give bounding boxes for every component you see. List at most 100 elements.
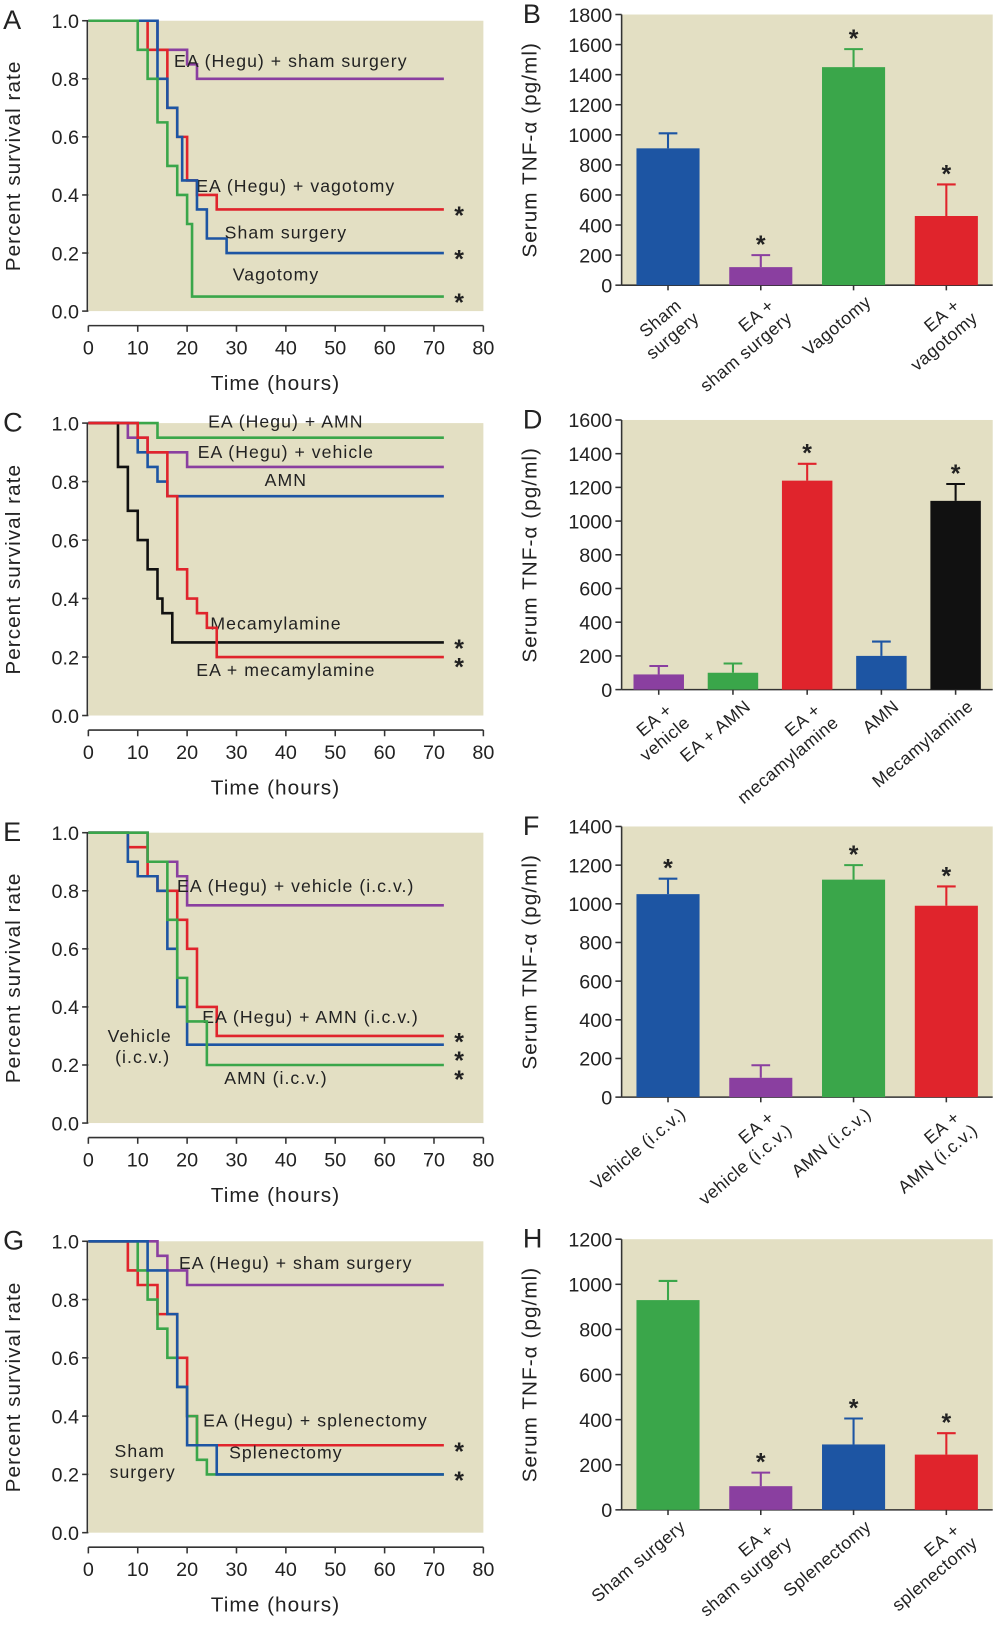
y-tick-label: 0.4 bbox=[52, 589, 79, 611]
y-tick-label: 1600 bbox=[568, 410, 612, 432]
y-tick-label: 600 bbox=[579, 185, 612, 207]
curve-label: Splenectomy bbox=[229, 1442, 343, 1462]
y-tick-label: 0.4 bbox=[52, 1406, 79, 1428]
bar bbox=[822, 67, 886, 286]
panel: A Percent survival rate 0.0 0.2 0.4 0.6 0.8 1.0… bbox=[2, 5, 495, 395]
y-tick-label: 1200 bbox=[568, 478, 612, 500]
bar bbox=[729, 1486, 793, 1510]
y-tick-label: 400 bbox=[579, 215, 612, 237]
curve-label: EA (Hegu) + vehicle bbox=[198, 442, 374, 462]
y-axis-label: Percent survival rate bbox=[2, 873, 25, 1084]
significance-mark: * bbox=[454, 202, 464, 230]
y-tick-label: 0.4 bbox=[52, 185, 79, 207]
x-axis-label: Time (hours) bbox=[211, 1184, 340, 1207]
significance-mark: * bbox=[454, 1438, 464, 1466]
y-tick-label: 400 bbox=[579, 1410, 612, 1432]
y-tick-label: 1.0 bbox=[52, 1232, 79, 1254]
y-tick-label: 0.0 bbox=[52, 1523, 79, 1545]
x-tick-label: 10 bbox=[127, 742, 149, 764]
x-tick-label: 60 bbox=[374, 338, 396, 360]
y-tick-label: 1.0 bbox=[52, 11, 79, 33]
x-axis-label: Time (hours) bbox=[211, 372, 340, 395]
x-tick-label: 0 bbox=[83, 338, 94, 360]
curve-label: AMN (i.c.v.) bbox=[224, 1068, 327, 1088]
y-tick-label: 600 bbox=[579, 1365, 612, 1387]
y-axis-label: Percent survival rate bbox=[2, 61, 25, 272]
x-tick-label: 30 bbox=[226, 1559, 248, 1581]
panel: C Percent survival rate 0.0 0.2 0.4 0.6 0.8 1.0… bbox=[2, 407, 495, 799]
y-tick-label: 0.2 bbox=[52, 647, 79, 669]
plot-background bbox=[88, 20, 484, 312]
significance-mark: * bbox=[802, 440, 812, 468]
y-tick-label: 600 bbox=[579, 971, 612, 993]
survival-curve bbox=[88, 831, 444, 1046]
y-tick-label: 0.8 bbox=[52, 472, 79, 494]
x-tick-label: AMN (i.c.v.) bbox=[788, 1104, 875, 1182]
y-tick-label: 1000 bbox=[568, 511, 612, 533]
bar bbox=[636, 148, 700, 286]
y-tick-label: 400 bbox=[579, 612, 612, 634]
x-tick-label: 10 bbox=[127, 1559, 149, 1581]
panel-letter: C bbox=[3, 407, 23, 437]
panel-letter: G bbox=[3, 1226, 24, 1256]
curve-label: EA + mecamylamine bbox=[196, 660, 375, 680]
significance-mark: * bbox=[454, 1467, 464, 1495]
y-tick-label: 800 bbox=[579, 155, 612, 177]
curve-label: Mecamylamine bbox=[210, 613, 341, 633]
bar bbox=[914, 216, 978, 286]
y-tick-label: 0.0 bbox=[52, 1113, 79, 1135]
x-tick-label: 60 bbox=[374, 742, 396, 764]
bar bbox=[930, 500, 981, 690]
bar bbox=[914, 905, 978, 1098]
bar bbox=[633, 674, 684, 690]
significance-mark: * bbox=[454, 246, 464, 274]
x-axis-label: Time (hours) bbox=[211, 1594, 340, 1617]
survival-curve bbox=[88, 831, 444, 1067]
bar bbox=[822, 879, 886, 1098]
panel: G Percent survival rate 0.0 0.2 0.4 0.6 0.8 1.0… bbox=[2, 1226, 495, 1617]
panel-letter: A bbox=[3, 5, 21, 35]
curve-label: EA (Hegu) + vagotomy bbox=[196, 176, 395, 196]
y-tick-label: 0.6 bbox=[52, 939, 79, 961]
x-tick-label: 80 bbox=[472, 338, 494, 360]
x-tick-label: 60 bbox=[374, 1150, 396, 1172]
y-tick-label: 0.6 bbox=[52, 530, 79, 552]
y-tick-label: 0.2 bbox=[52, 1465, 79, 1487]
survival-curve bbox=[88, 19, 444, 255]
x-tick-label: 40 bbox=[275, 742, 297, 764]
bar bbox=[914, 1454, 978, 1510]
y-tick-label: 400 bbox=[579, 1010, 612, 1032]
x-tick-label: 10 bbox=[127, 338, 149, 360]
x-tick-label: 20 bbox=[176, 338, 198, 360]
y-tick-label: 1.0 bbox=[52, 413, 79, 435]
x-tick-label: 50 bbox=[324, 1150, 346, 1172]
x-tick-label: 70 bbox=[423, 742, 445, 764]
curve-label: AMN bbox=[265, 470, 307, 490]
significance-mark: * bbox=[941, 1409, 951, 1437]
x-tick-label: Vagotomy bbox=[799, 292, 875, 360]
x-tick-label: 40 bbox=[275, 1559, 297, 1581]
survival-curve bbox=[88, 421, 444, 644]
curve-label: EA (Hegu) + sham surgery bbox=[179, 1253, 413, 1273]
bar bbox=[781, 480, 833, 690]
survival-curve bbox=[88, 831, 444, 1038]
bar bbox=[707, 672, 759, 690]
y-tick-label: 1600 bbox=[568, 35, 612, 57]
bar bbox=[856, 655, 907, 690]
survival-curve bbox=[88, 421, 444, 659]
curve-label: EA (Hegu) + splenectomy bbox=[203, 1410, 428, 1430]
x-tick-label: 30 bbox=[226, 742, 248, 764]
y-tick-label: 0.8 bbox=[52, 1290, 79, 1312]
x-tick-label: 0 bbox=[83, 1559, 94, 1581]
plot-background bbox=[88, 832, 484, 1124]
survival-curve bbox=[88, 1239, 444, 1287]
x-tick-label: 80 bbox=[472, 1150, 494, 1172]
bar bbox=[822, 1444, 886, 1510]
survival-curve bbox=[88, 1239, 444, 1476]
curve-label: EA (Hegu) + AMN bbox=[208, 411, 363, 431]
curve-label: Vagotomy bbox=[233, 265, 320, 285]
survival-curve bbox=[88, 1239, 444, 1476]
x-tick-label: 40 bbox=[275, 1150, 297, 1172]
x-tick-label: 50 bbox=[324, 338, 346, 360]
x-tick-label: 10 bbox=[127, 1150, 149, 1172]
